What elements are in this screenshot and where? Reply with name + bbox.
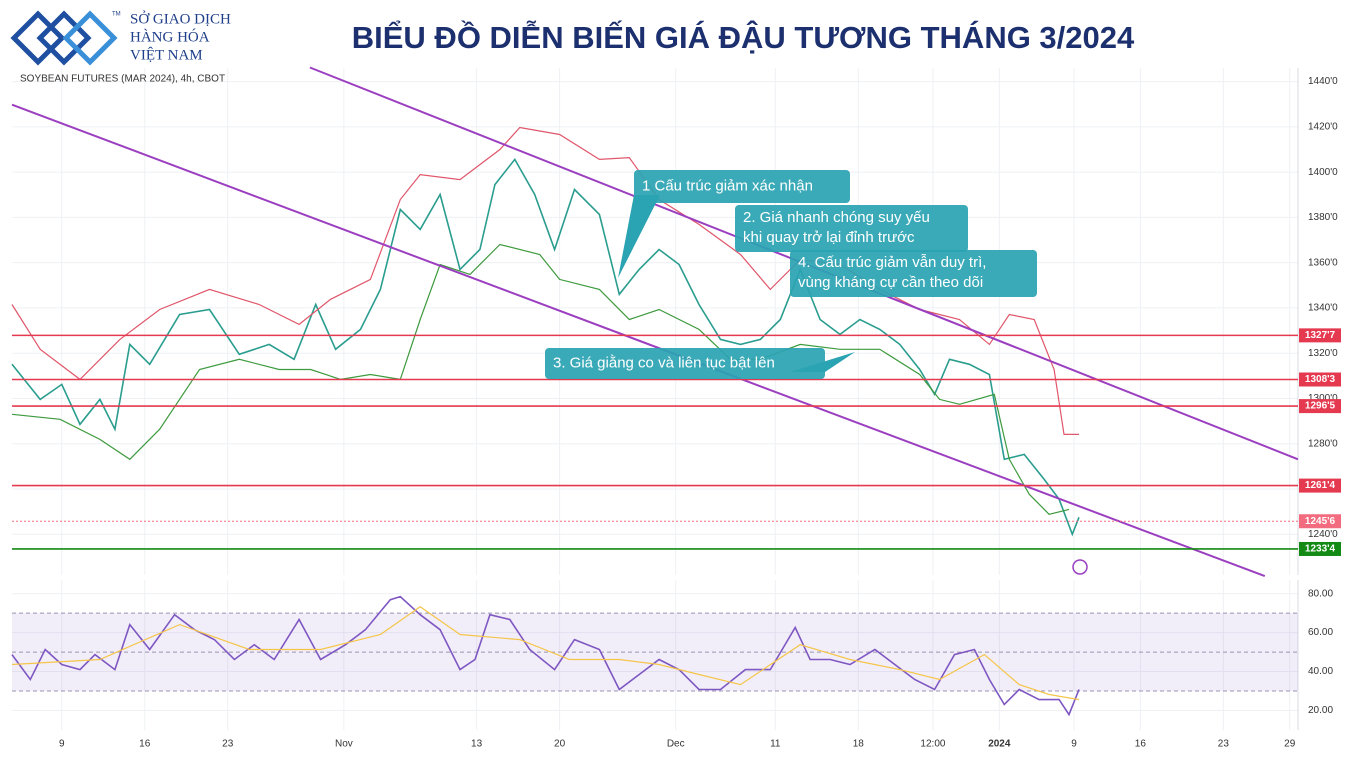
x-tick-label: 11	[770, 739, 781, 750]
y-tick-label: 80.00	[1308, 588, 1333, 599]
x-tick-label: Dec	[667, 739, 685, 750]
x-tick-label: 20	[554, 739, 566, 750]
logo-line: HÀNG HÓA	[130, 28, 210, 45]
plot-area: 1240'01260'01280'01300'01320'01340'01360…	[11, 66, 1341, 750]
trend-line	[11, 103, 1266, 578]
y-tick-label: 1420'0	[1308, 121, 1338, 132]
callout-text: khi quay trở lại đỉnh trước	[743, 229, 915, 246]
price-label-bg	[1299, 541, 1341, 556]
y-tick-label: 1320'0	[1308, 348, 1338, 359]
x-tick-label: 12:00	[920, 739, 945, 750]
x-tick-label: 29	[1284, 739, 1296, 750]
callout-box	[634, 170, 850, 203]
y-tick-label: 1360'0	[1308, 257, 1338, 268]
y-tick-label: 40.00	[1308, 666, 1333, 677]
logo-line: VIỆT NAM	[130, 46, 203, 63]
callout-text: vùng kháng cự cần theo dõi	[798, 274, 983, 291]
price-label: 1308'3	[1305, 374, 1336, 385]
series-line	[11, 605, 1080, 701]
price-label: 1261'4	[1305, 480, 1336, 491]
x-tick-label: Nov	[335, 739, 353, 750]
logo: SỞ GIAO DỊCH HÀNG HÓA VIỆT NAM TM	[10, 10, 231, 66]
series-line	[11, 157, 1080, 537]
price-label: 1233'4	[1305, 544, 1336, 555]
chart-subtitle: SOYBEAN FUTURES (MAR 2024), 4h, CBOT	[20, 74, 225, 85]
y-tick-label: 1400'0	[1308, 167, 1338, 178]
logo-line: SỞ GIAO DỊCH	[130, 10, 231, 27]
callout-text: 2. Giá nhanh chóng suy yếu	[743, 209, 930, 226]
x-tick-label: 16	[1135, 739, 1147, 750]
alert-icon	[1072, 559, 1088, 575]
price-label-bg	[1299, 328, 1341, 343]
price-label-bg	[1299, 514, 1341, 529]
x-tick-label: 16	[139, 739, 151, 750]
series-line	[11, 595, 1080, 717]
price-label-bg	[1299, 478, 1341, 493]
x-tick-label: 13	[471, 739, 483, 750]
y-tick-label: 1240'0	[1308, 529, 1338, 540]
panel: 1240'01260'01280'01300'01320'01340'01360…	[11, 66, 1341, 578]
callout-text: 4. Cấu trúc giảm vẫn duy trì,	[798, 254, 986, 271]
page-title: BIỂU ĐỒ DIỄN BIẾN GIÁ ĐẬU TƯƠNG THÁNG 3/…	[352, 19, 1135, 55]
x-tick-label: 9	[59, 739, 65, 750]
x-tick-label: 9	[1071, 739, 1077, 750]
price-label: 1296'5	[1305, 401, 1336, 412]
y-tick-label: 1380'0	[1308, 212, 1338, 223]
callout-box	[545, 348, 825, 379]
panel: 20.00 40.00 60.00 80.00 9 16 23 Nov 13 20 Dec 11 18 1…	[11, 580, 1333, 750]
y-tick-label: 60.00	[1308, 627, 1333, 638]
callout-box	[735, 205, 968, 252]
y-tick-label: 20.00	[1308, 705, 1333, 716]
price-label-bg	[1299, 372, 1341, 387]
y-tick-label: 1440'0	[1308, 76, 1338, 87]
y-tick-label: 1280'0	[1308, 438, 1338, 449]
x-tick-label: 23	[222, 739, 234, 750]
x-tick-label: 18	[853, 739, 865, 750]
callout-text: 3. Giá giằng co và liên tục bật lên	[553, 354, 775, 371]
logo-mark: TM	[112, 12, 121, 18]
x-tick-label: 2024	[988, 739, 1011, 750]
callout-text: 1 Cấu trúc giảm xác nhận	[642, 177, 813, 194]
callout-pointer	[618, 195, 660, 278]
series-line	[11, 243, 1070, 515]
x-tick-label: 23	[1218, 739, 1230, 750]
y-tick-label: 1340'0	[1308, 303, 1338, 314]
y-tick-label: 1300'0	[1308, 393, 1338, 404]
logo-icon	[10, 10, 118, 66]
price-label-bg	[1299, 399, 1341, 414]
callout-box	[790, 250, 1037, 297]
price-label: 1327'7	[1305, 330, 1336, 341]
price-label: 1245'6	[1305, 516, 1336, 527]
